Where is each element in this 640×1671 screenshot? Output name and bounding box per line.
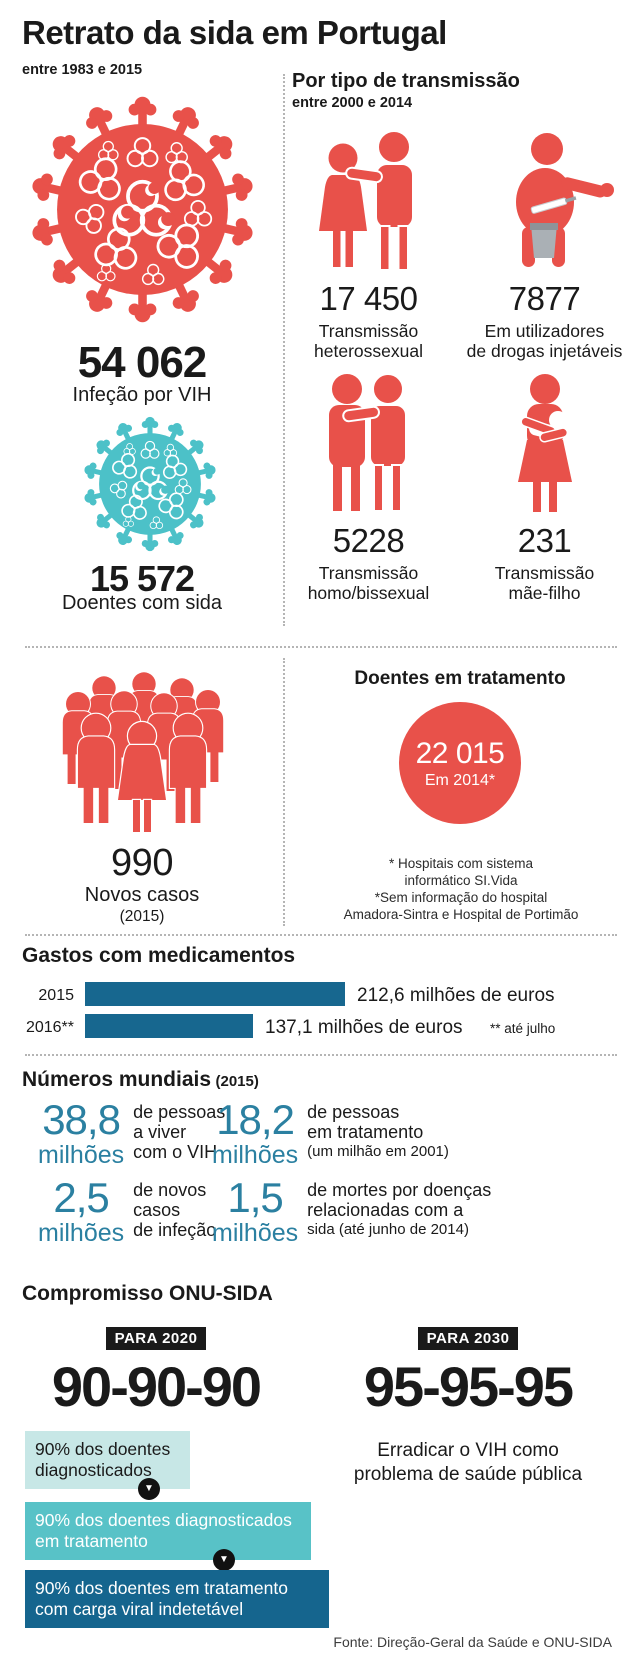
transmission-period: entre 2000 e 2014	[292, 95, 413, 111]
bar-value-label: 212,6 milhões de euros	[357, 985, 555, 1006]
world-stat-living: 38,8 milhões de pessoas a viver com o VI…	[38, 1096, 226, 1169]
transmission-item-drugs: 7877 Em utilizadores de drogas injetávei…	[452, 116, 637, 362]
treatment-heading: Doentes em tratamento	[354, 668, 566, 689]
step-diagnosed: 90% dos doentes diagnosticados	[25, 1431, 190, 1489]
mother-child-icon	[452, 364, 637, 516]
treatment-footnotes: * Hospitais com sistema informático SI.V…	[343, 856, 579, 922]
new-cases-year: (2015)	[119, 908, 165, 925]
commitment-2030: PARA 2030 95-95-95 Erradicar o VIH como …	[318, 1327, 618, 1488]
target-90: 90-90-90	[51, 1355, 262, 1418]
crowd-icon	[61, 671, 225, 834]
aids-total-label: Doentes com sida	[61, 592, 223, 614]
transmission-value: 5228	[332, 522, 405, 559]
badge-2030: PARA 2030	[417, 1327, 519, 1350]
arrow-down-icon: ▼	[213, 1549, 235, 1571]
spending-note: ** até julho	[490, 1021, 556, 1036]
divider-horizontal-2	[25, 934, 617, 936]
aids-total-value: 15 572	[89, 558, 195, 599]
commitment-2020: PARA 2020 90-90-90	[25, 1327, 287, 1415]
bar-category: 2016**	[25, 1019, 74, 1036]
transmission-label: Transmissão homo/bissexual	[307, 563, 430, 604]
bar-2016	[85, 1014, 253, 1038]
treatment-value: 22 015	[415, 736, 505, 770]
divider-vertical-2	[283, 658, 285, 926]
step-suppressed: 90% dos doentes em tratamento com carga …	[25, 1570, 329, 1628]
treatment-circle: 22 015 Em 2014*	[399, 702, 521, 824]
transmission-value: 17 450	[319, 280, 418, 317]
virus-icon	[80, 414, 220, 554]
transmission-item-homo: 5228 Transmissão homo/bissexual	[276, 364, 461, 604]
commitment-heading: Compromisso ONU-SIDA	[22, 1282, 273, 1305]
divider-horizontal-3	[25, 1054, 617, 1056]
bar-category: 2015	[38, 987, 74, 1004]
arrow-down-icon: ▼	[138, 1478, 160, 1500]
treatment-year: Em 2014*	[424, 771, 496, 789]
drug-user-icon	[452, 116, 637, 274]
virus-icon	[25, 92, 260, 327]
hetero-couple-icon	[276, 116, 461, 274]
transmission-label: Em utilizadores de drogas injetáveis	[466, 321, 623, 362]
bar-2015	[85, 982, 345, 1006]
hiv-total-label: Infeção por VIH	[72, 384, 212, 406]
transmission-item-mother-child: 231 Transmissão mãe-filho	[452, 364, 637, 604]
world-stat-new-cases: 2,5 milhões de novos casos de infeção	[38, 1174, 217, 1247]
badge-2020: PARA 2020	[105, 1327, 207, 1350]
eradicate-text: Erradicar o VIH como problema de saúde p…	[353, 1440, 583, 1486]
hiv-total-value: 54 062	[77, 338, 208, 387]
transmission-value: 7877	[508, 280, 581, 317]
transmission-label: Transmissão mãe-filho	[494, 563, 595, 604]
new-cases-value: 990	[111, 842, 173, 884]
step-in-treatment: 90% dos doentes diagnosticados em tratam…	[25, 1502, 311, 1560]
source-credit: Fonte: Direção-Geral da Saúde e ONU-SIDA	[333, 1634, 612, 1650]
bar-value-label: 137,1 milhões de euros	[265, 1017, 463, 1038]
target-95: 95-95-95	[363, 1355, 574, 1418]
world-heading-year: (2015)	[215, 1073, 259, 1090]
world-stat-treatment: 18,2 milhões de pessoas em tratamento (u…	[212, 1096, 449, 1169]
overview-period: entre 1983 e 2015	[22, 62, 143, 78]
transmission-label: Transmissão heterossexual	[314, 321, 423, 362]
page-title: Retrato da sida em Portugal	[22, 14, 447, 51]
transmission-value: 231	[517, 522, 572, 559]
divider-horizontal-1	[25, 646, 617, 648]
spending-heading: Gastos com medicamentos	[22, 944, 296, 967]
transmission-heading: Por tipo de transmissão	[292, 70, 520, 92]
divider-vertical-1	[283, 74, 285, 626]
world-stat-deaths: 1,5 milhões de mortes por doenças relaci…	[212, 1174, 492, 1247]
male-couple-icon	[276, 364, 461, 516]
new-cases-label: Novos casos	[84, 884, 200, 906]
world-heading: Números mundiais (2015)	[22, 1068, 259, 1091]
transmission-item-hetero: 17 450 Transmissão heterossexual	[276, 116, 461, 362]
